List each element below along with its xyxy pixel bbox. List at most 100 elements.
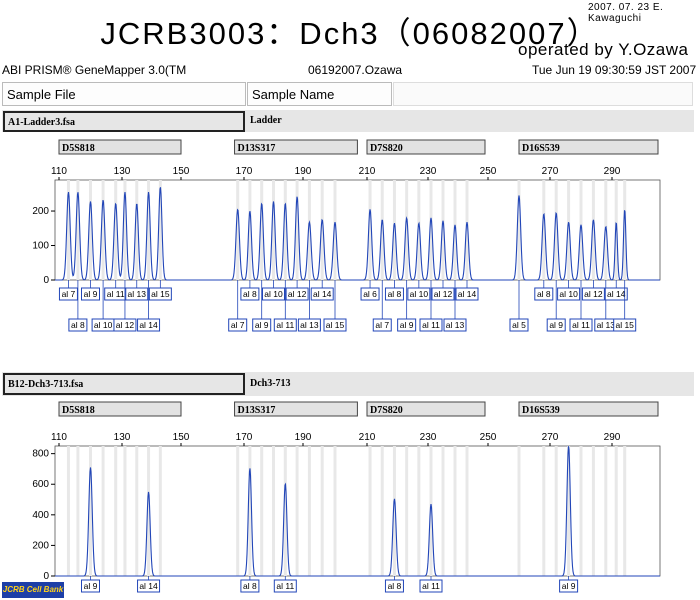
marker-label-d16s539: D16S539 [522,143,560,154]
bin-guide [429,180,433,280]
allele-label: al 11 [276,320,294,330]
date-note: 2007. 07. 23 E. Kawaguchi [588,2,664,24]
x-tick-label: 210 [359,166,376,177]
allele-label: al 12 [288,289,307,299]
bin-guide [554,446,558,576]
x-tick-label: 210 [359,432,376,443]
marker-bar-d13s317 [234,139,358,155]
sample-row-1[interactable] [2,110,694,132]
bin-guide [260,180,264,280]
allele-label: al 9 [400,320,414,330]
bin-guide [147,446,151,576]
bin-guide [89,446,92,576]
marker-bar-d13s317 [234,401,358,417]
y-tick-label: 800 [32,449,49,460]
allele-box [68,318,88,332]
bin-guide [320,180,324,280]
allele-label: al 14 [139,581,158,591]
x-tick-label: 150 [173,166,190,177]
allele-label: al 8 [243,289,257,299]
allele-label: al 7 [375,320,389,330]
bin-guide [429,446,433,576]
bin-guide [441,446,445,576]
bin-guide [307,180,311,280]
bin-guide [623,446,627,576]
bin-guide [248,446,252,576]
electropherogram-ladder: D5S818 D13S317 D7S820 D16S539 0 100 200 110 130 1… [32,139,661,332]
allele-label: al 14 [607,289,626,299]
marker-label-d7s820: D7S820 [370,143,403,154]
allele-label: al 14 [313,289,332,299]
x-tick-label: 250 [480,432,497,443]
allele-label: al 10 [410,289,429,299]
bin-guide [123,446,127,576]
allele-label: al 8 [71,320,85,330]
marker-bar-d16s539 [518,139,659,155]
bin-guide [114,446,118,576]
bin-guide [368,180,372,280]
allele-label: al 14 [139,320,158,330]
sample-name-header[interactable]: Sample Name [247,82,392,106]
marker-label-d13s317: D13S317 [238,405,276,416]
allele-box [534,287,554,301]
bin-guide [295,180,299,280]
y-tick-label: 200 [32,206,49,217]
sample-file-header[interactable]: Sample File [2,82,246,106]
allele-label: al 15 [615,320,634,330]
allele-box [58,287,78,301]
sample-row-2[interactable] [2,372,694,396]
y-tick-label: 400 [32,510,49,521]
allele-box [125,287,149,301]
bin-guide [101,446,105,576]
allele-label: al 12 [434,289,453,299]
electropherogram-sample: D5S818 D13S317 D7S820 D16S53902004006008001… [32,401,661,593]
allele-box [557,287,581,301]
x-tick-label: 190 [295,432,312,443]
page-title: JCRB3003：Dch3（06082007） [100,16,600,51]
allele-label: al 6 [363,289,377,299]
allele-box [240,287,260,301]
allele-box [419,579,443,593]
marker-label-d13s317: D13S317 [238,143,276,154]
app-name: ABI PRISM® GeneMapper 3.0(TM [2,63,187,77]
allele-label: al 7 [62,289,76,299]
allele-box [297,318,321,332]
bin-guide [368,446,372,576]
marker-bar-d7s820 [366,401,486,417]
allele-label: al 11 [276,581,294,591]
allele-label: al 9 [84,581,98,591]
sample-file-2[interactable]: B12-Dch3-713.fsa [3,373,245,395]
allele-box [240,579,260,593]
bin-guide [591,180,595,280]
sample-file-1[interactable]: A1-Ladder3.fsa [3,111,245,132]
allele-box [443,318,467,332]
allele-box [509,318,529,332]
bin-guide [101,180,105,280]
allele-label: al 11 [107,289,125,299]
allele-box [81,579,100,593]
x-tick-label: 190 [295,166,312,177]
allele-box [384,287,404,301]
x-tick-label: 290 [604,166,621,177]
allele-box [372,318,392,332]
allele-box [559,579,579,593]
bin-guide [114,180,118,280]
bin-guide [333,446,337,576]
bin-guide [123,180,127,280]
bin-guide [465,180,469,280]
allele-label: al 10 [559,289,578,299]
allele-box [273,318,297,332]
allele-label: al 8 [388,581,402,591]
bin-guide [542,180,546,280]
allele-label: al 10 [94,320,113,330]
bin-guide [158,180,162,280]
bin-guide [517,180,521,280]
y-tick-label: 600 [32,479,49,490]
allele-label: al 7 [231,320,245,330]
bin-guide [405,446,409,576]
allele-box [407,287,431,301]
bin-guide [417,446,421,576]
bin-guide [392,180,396,280]
operator-note: operated by Y.Ozawa [518,40,689,59]
marker-label-d16s539: D16S539 [522,405,560,416]
